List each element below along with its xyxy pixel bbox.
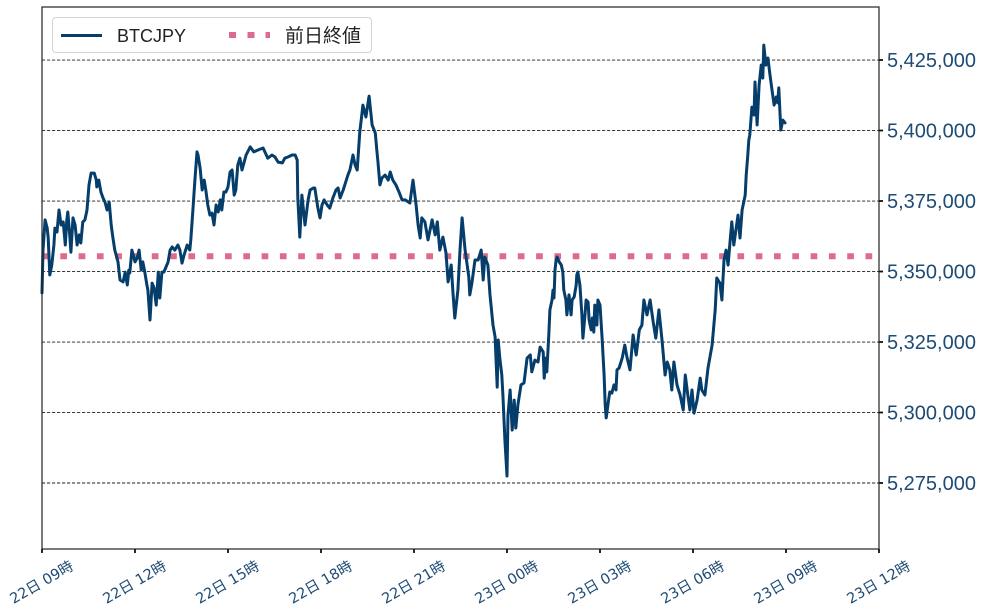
gridlines <box>42 59 879 484</box>
y-axis: 5,275,000 5,300,000 5,325,000 5,350,000 5,37… <box>879 50 976 495</box>
x-tick-label: 23日 06時 <box>658 558 728 608</box>
y-tick-label: 5,400,000 <box>887 121 976 143</box>
y-tick-label: 5,300,000 <box>887 403 976 425</box>
x-tick-label: 23日 03時 <box>565 558 635 608</box>
y-tick-label: 5,350,000 <box>887 262 976 284</box>
x-tick-label: 22日 18時 <box>286 558 356 608</box>
y-tick-label: 5,325,000 <box>887 332 976 354</box>
btcjpy-legend-line-icon <box>61 34 102 37</box>
btcjpy-price-line <box>40 43 787 478</box>
x-tick-label: 23日 09時 <box>751 558 821 608</box>
x-tick-label: 22日 15時 <box>193 558 263 608</box>
legend-label-previous-close: 前日終値 <box>285 25 362 47</box>
y-tick-label: 5,375,000 <box>887 191 976 213</box>
y-tick-label: 5,425,000 <box>887 50 976 72</box>
x-tick-label: 23日 00時 <box>472 558 542 608</box>
x-tick-label: 22日 09時 <box>7 558 77 608</box>
x-axis: 22日 09時 22日 12時 22日 15時 22日 18時 22日 21時 23日 0… <box>7 549 914 608</box>
x-tick-label: 22日 12時 <box>100 558 170 608</box>
chart-legend: BTCJPY 前日終値 <box>52 17 372 53</box>
legend-label-btcjpy: BTCJPY <box>117 26 187 46</box>
previous-close-legend-dotted-icon <box>229 32 270 38</box>
y-tick-label: 5,275,000 <box>887 473 976 495</box>
x-tick-label: 22日 21時 <box>379 558 449 608</box>
plot-frame <box>41 6 880 550</box>
x-tick-label: 23日 12時 <box>844 558 914 608</box>
